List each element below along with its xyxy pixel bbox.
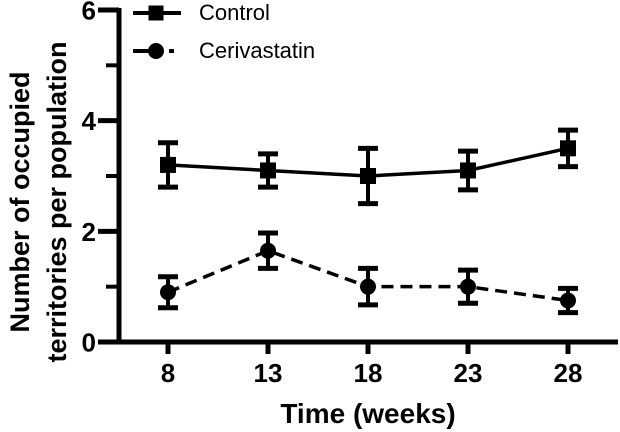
y-tick-label: 2 [82,217,96,247]
control-marker [160,156,176,173]
x-axis-label: Time (weeks) [280,398,456,429]
y-tick-label: 0 [82,328,96,358]
cerivastatin-marker [360,278,376,295]
cerivastatin-marker [260,242,276,259]
x-tick-label: 28 [554,358,583,388]
control-marker [560,140,576,157]
y-axis-label-line1: Number of occupied [5,71,35,333]
cerivastatin-legend-marker-icon [133,43,179,59]
cerivastatin-marker [460,278,476,295]
x-tick-label: 23 [454,358,483,388]
legend-item-control: Control [133,0,315,25]
x-tick-label: 18 [354,358,383,388]
control-legend-marker-icon [133,5,181,21]
x-tick-label: 13 [254,358,283,388]
cerivastatin-marker [160,284,176,301]
y-tick-label: 4 [82,106,97,136]
legend-label-control: Control [199,0,270,25]
control-marker [260,162,276,179]
cerivastatin-marker [560,292,576,309]
y-axis-label: Number of occupied territories per popul… [2,0,76,417]
x-tick-label: 8 [161,358,175,388]
control-marker [360,168,376,184]
y-tick-label: 6 [82,0,96,26]
legend-item-cerivastatin: Cerivastatin [133,38,316,63]
legend: Control Cerivastatin [133,0,316,63]
control-marker [460,162,476,179]
y-axis-label-line2: territories per population [42,41,72,363]
legend-label-cerivastatin: Cerivastatin [199,38,316,63]
